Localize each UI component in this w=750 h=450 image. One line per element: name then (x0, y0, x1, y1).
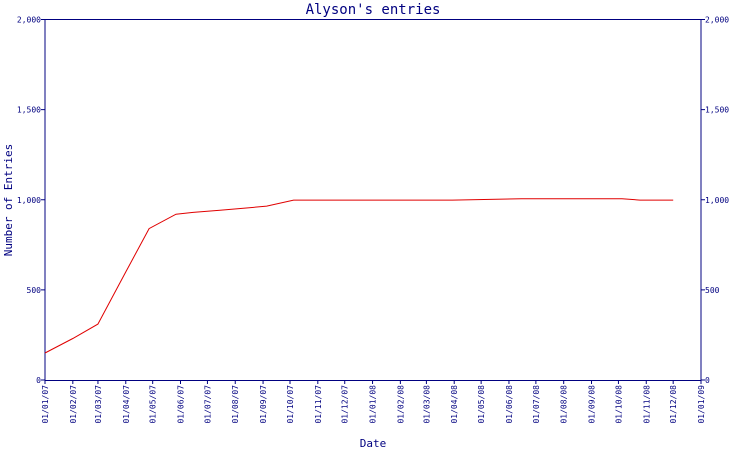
y-tick-label-right: 0 (705, 376, 710, 385)
x-axis-label: Date (360, 437, 387, 450)
x-tick-label: 01/01/09 (697, 385, 706, 424)
x-tick-label: 01/05/08 (477, 385, 486, 424)
x-tick-label: 01/09/08 (588, 385, 597, 424)
x-tick-label: 01/10/08 (614, 385, 623, 424)
x-tick-label: 01/06/07 (177, 385, 186, 424)
x-tick-label: 01/03/08 (422, 385, 431, 424)
x-tick-label: 01/04/07 (122, 385, 131, 424)
y-tick-label-right: 500 (705, 286, 720, 295)
x-tick-label: 01/07/08 (532, 385, 541, 424)
x-tick-label: 01/07/07 (203, 385, 212, 424)
x-tick-label: 01/02/08 (396, 385, 405, 424)
y-tick-label-right: 1,500 (705, 106, 729, 115)
x-tick-label: 01/12/07 (341, 385, 350, 424)
x-tick-label: 01/09/07 (259, 385, 268, 424)
y-tick-label: 0 (36, 376, 41, 385)
x-tick-label: 01/08/07 (231, 385, 240, 424)
x-tick-label: 01/01/08 (369, 385, 378, 424)
y-tick-label: 500 (27, 286, 42, 295)
x-tick-label: 01/08/08 (560, 385, 569, 424)
y-ticks-right: 0 500 1,000 1,500 2,000 (701, 16, 729, 385)
x-tick-label: 01/10/07 (286, 385, 295, 424)
y-tick-label-right: 1,000 (705, 196, 729, 205)
x-ticks: 01/01/07 01/02/07 01/03/07 01/04/07 01/05/07… (41, 380, 706, 424)
y-tick-label-right: 2,000 (705, 16, 729, 25)
series-line (44, 198, 674, 354)
y-axis-label: Number of Entries (2, 144, 15, 257)
y-tick-label: 1,500 (17, 106, 41, 115)
y-ticks-left: 0 500 1,000 1,500 2,000 (17, 16, 45, 385)
x-tick-label: 01/03/07 (94, 385, 103, 424)
y-tick-label: 2,000 (17, 16, 41, 25)
x-tick-label: 01/11/08 (642, 385, 651, 424)
x-tick-label: 01/06/08 (505, 385, 514, 424)
x-tick-label: 01/01/07 (41, 385, 50, 424)
chart-title: Alyson's entries (306, 2, 441, 18)
x-tick-label: 01/04/08 (450, 385, 459, 424)
x-tick-label: 01/05/07 (149, 385, 158, 424)
x-tick-label: 01/12/08 (669, 385, 678, 424)
y-tick-label: 1,000 (17, 196, 41, 205)
x-tick-label: 01/02/07 (69, 385, 78, 424)
x-tick-label: 01/11/07 (314, 385, 323, 424)
